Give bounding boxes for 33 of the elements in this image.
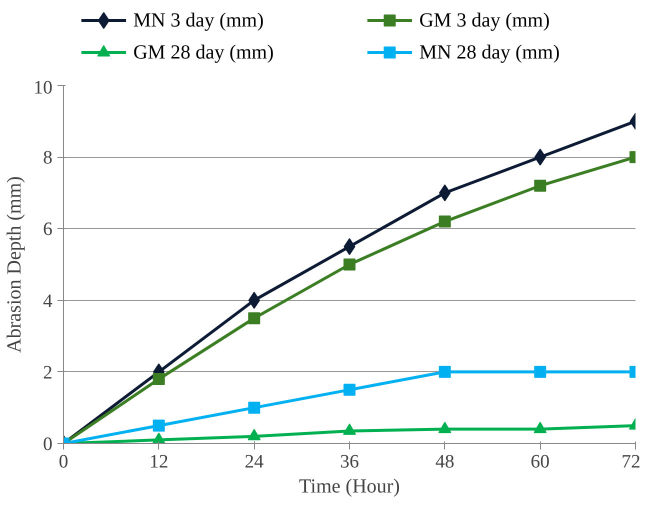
y-axis-title: Abrasion Depth (mm) bbox=[4, 176, 26, 353]
point bbox=[152, 373, 165, 386]
y-tick-label: 4 bbox=[43, 290, 53, 312]
legend-label: GM 3 day (mm) bbox=[419, 10, 550, 32]
y-tick-label: 8 bbox=[43, 148, 52, 169]
point bbox=[344, 258, 356, 270]
legend-label: GM 28 day (mm) bbox=[133, 42, 274, 64]
point bbox=[248, 312, 260, 324]
point bbox=[438, 216, 451, 228]
x-tick-label: 72 bbox=[622, 452, 640, 472]
x-tick-label: 12 bbox=[149, 452, 168, 472]
point bbox=[152, 420, 165, 432]
y-tick-label: 2 bbox=[43, 362, 52, 384]
point bbox=[343, 424, 356, 435]
x-tick-label: 0 bbox=[58, 452, 68, 472]
x-tick-label: 60 bbox=[530, 452, 550, 472]
x-tick-label: 48 bbox=[435, 452, 454, 472]
point bbox=[248, 402, 260, 414]
point bbox=[534, 180, 546, 192]
x-tick-label: 36 bbox=[340, 452, 359, 472]
y-tick-label: 6 bbox=[43, 219, 52, 240]
legend-label: MN 28 day (mm) bbox=[419, 42, 560, 64]
y-tick-label: 0 bbox=[43, 434, 52, 455]
point bbox=[248, 428, 261, 440]
point bbox=[438, 366, 451, 378]
point bbox=[534, 422, 547, 434]
point bbox=[344, 384, 356, 396]
point bbox=[438, 422, 452, 434]
x-axis-title: Time (Hour) bbox=[299, 476, 400, 498]
x-tick-label: 24 bbox=[244, 452, 264, 472]
y-tick-label: 10 bbox=[34, 78, 52, 98]
legend-label: MN 3 day (mm) bbox=[133, 10, 264, 32]
point bbox=[534, 366, 546, 378]
